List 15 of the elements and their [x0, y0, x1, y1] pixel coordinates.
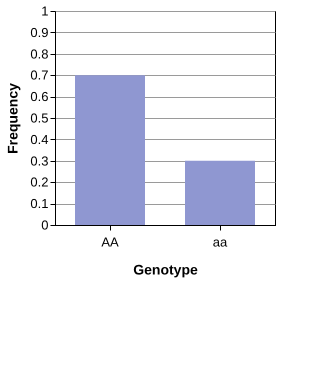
y-tick-label: 0.3	[30, 153, 48, 168]
y-tick-label: 0.6	[30, 89, 48, 104]
y-tick-label: 0.2	[30, 174, 48, 190]
x-tick-label: AA	[101, 234, 119, 250]
y-tick-label: 1	[41, 4, 48, 18]
y-tick-label: 0.5	[30, 110, 48, 126]
y-tick-label: 0.9	[30, 24, 48, 40]
y-tick-label: 0.4	[30, 132, 48, 147]
y-axis-title: Frequency	[4, 82, 20, 154]
y-tick-label: 0.8	[30, 46, 48, 62]
x-axis-title: Genotype	[133, 262, 198, 278]
y-tick-label: 0.1	[30, 196, 48, 212]
x-tick-label: aa	[212, 234, 228, 250]
y-tick-label: 0	[41, 218, 48, 232]
y-tick-label: 0.7	[30, 68, 48, 83]
